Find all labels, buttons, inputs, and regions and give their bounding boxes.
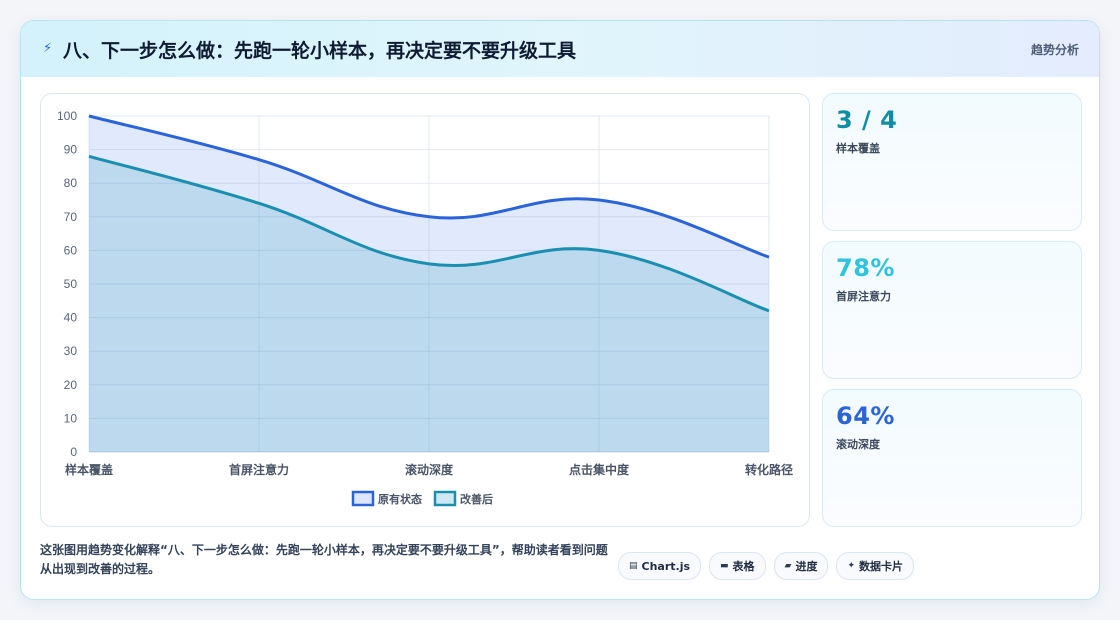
y-tick-label: 40 bbox=[64, 311, 78, 325]
legend-label: 原有状态 bbox=[378, 492, 422, 506]
y-tick-label: 90 bbox=[64, 143, 78, 157]
progress-icon: ▰ bbox=[784, 561, 792, 571]
stat-label: 样本覆盖 bbox=[836, 142, 880, 155]
chip-label: 数据卡片 bbox=[859, 560, 904, 573]
y-tick-label: 30 bbox=[64, 344, 78, 358]
tag-chips: ▤ Chart.js ▬ 表格 ▰ 进度 ✦ 数据卡片 bbox=[618, 552, 915, 580]
stat-value: 3 / 4 bbox=[836, 106, 898, 134]
stat-card-attention: 78% 首屏注意力 bbox=[822, 241, 1082, 379]
y-tick-label: 50 bbox=[64, 277, 78, 291]
y-tick-label: 10 bbox=[64, 411, 78, 425]
x-tick-label: 转化路径 bbox=[745, 462, 793, 477]
legend-swatch bbox=[351, 490, 375, 507]
stat-label: 滚动深度 bbox=[836, 438, 880, 451]
report-card: ⚡ 八、下一步怎么做：先跑一轮小样本，再决定要不要升级工具 趋势分析 0 10 20… bbox=[20, 20, 1100, 600]
chip-chartjs[interactable]: ▤ Chart.js bbox=[618, 552, 702, 580]
legend-swatch bbox=[433, 490, 457, 507]
x-tick-label: 首屏注意力 bbox=[229, 462, 289, 477]
chart-caption: 这张图用趋势变化解释“八、下一步怎么做：先跑一轮小样本，再决定要不要升级工具”，… bbox=[40, 543, 608, 576]
series-area bbox=[89, 156, 769, 452]
series-line bbox=[88, 154, 770, 313]
chip-progress[interactable]: ▰ 进度 bbox=[773, 552, 829, 580]
stat-label: 首屏注意力 bbox=[836, 290, 891, 303]
header-tag: 趋势分析 bbox=[1030, 43, 1079, 57]
card-header: ⚡ 八、下一步怎么做：先跑一轮小样本，再决定要不要升级工具 趋势分析 bbox=[21, 21, 1099, 77]
page-title: 八、下一步怎么做：先跑一轮小样本，再决定要不要升级工具 bbox=[63, 39, 577, 62]
lightning-icon: ⚡ bbox=[43, 41, 53, 56]
chip-label: 进度 bbox=[795, 560, 818, 573]
y-tick-label: 80 bbox=[64, 176, 78, 190]
stat-value: 64% bbox=[836, 402, 895, 430]
series-line bbox=[88, 114, 770, 259]
y-tick-label: 60 bbox=[64, 243, 78, 257]
y-tick-label: 20 bbox=[64, 378, 78, 392]
sparkle-icon: ✦ bbox=[847, 561, 856, 571]
chip-table[interactable]: ▬ 表格 bbox=[709, 552, 766, 580]
area-chart: 0 10 20 30 40 50 60 70 80 90 100 样本覆盖 首屏注意力 滚动深度 点击集中度… bbox=[57, 109, 793, 507]
chart-icon: ▤ bbox=[629, 561, 638, 571]
stat-value: 78% bbox=[836, 254, 895, 282]
x-tick-label: 样本覆盖 bbox=[65, 462, 113, 477]
y-tick-label: 0 bbox=[70, 445, 77, 459]
y-tick-label: 100 bbox=[57, 109, 77, 123]
x-tick-label: 点击集中度 bbox=[569, 462, 630, 477]
stat-card-scroll: 64% 滚动深度 bbox=[822, 389, 1082, 527]
chip-label: 表格 bbox=[732, 560, 755, 573]
table-icon: ▬ bbox=[720, 561, 729, 571]
chip-label: Chart.js bbox=[641, 559, 691, 573]
y-tick-label: 70 bbox=[64, 210, 78, 224]
x-tick-label: 滚动深度 bbox=[405, 462, 454, 477]
legend-label: 改善后 bbox=[460, 492, 493, 506]
chip-data-card[interactable]: ✦ 数据卡片 bbox=[836, 552, 915, 580]
chart-panel: 0 10 20 30 40 50 60 70 80 90 100 样本覆盖 首屏注意力 滚动深度 点击集中度… bbox=[40, 93, 810, 527]
stat-card-coverage: 3 / 4 样本覆盖 bbox=[822, 93, 1082, 231]
